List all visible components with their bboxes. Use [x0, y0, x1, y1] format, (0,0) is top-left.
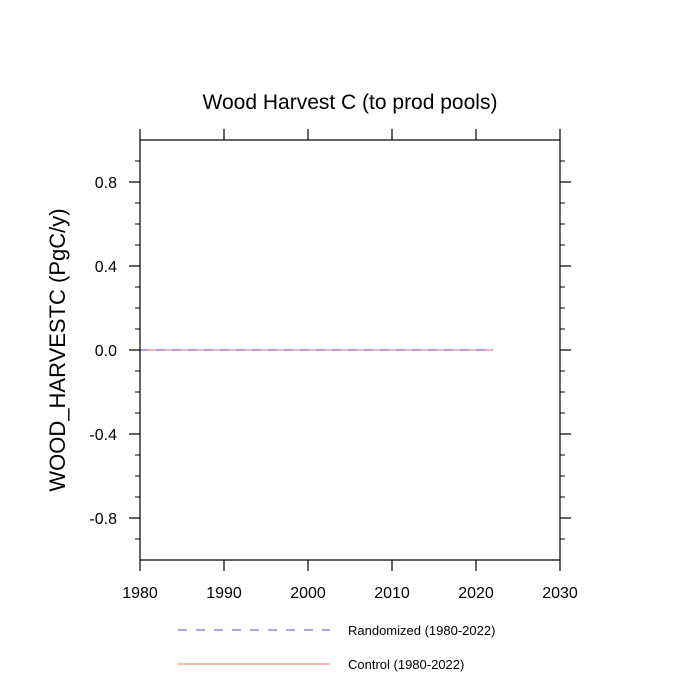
legend: Randomized (1980-2022) Control (1980-2022… — [178, 623, 495, 672]
y-tick-label: 0.4 — [95, 259, 117, 276]
x-tick-label: 2010 — [374, 585, 410, 602]
legend-label: Randomized (1980-2022) — [348, 623, 495, 638]
x-tick-label: 2030 — [542, 585, 578, 602]
x-tick-label: 2020 — [458, 585, 494, 602]
y-tick-label: -0.8 — [89, 511, 117, 528]
ticks-layer: 1980 1990 2000 2010 2020 2030 -0.8 -0.4 0.0 0.4 0.… — [89, 129, 578, 602]
x-tick-label: 1990 — [206, 585, 242, 602]
y-tick-label: 0.0 — [95, 343, 117, 360]
chart-title: Wood Harvest C (to prod pools) — [203, 91, 498, 114]
y-tick-label: -0.4 — [89, 427, 117, 444]
x-tick-label: 2000 — [290, 585, 326, 602]
y-tick-label: 0.8 — [95, 175, 117, 192]
y-axis-label: WOOD_HARVESTC (PgC/y) — [45, 208, 70, 491]
x-tick-label: 1980 — [122, 585, 158, 602]
legend-label: Control (1980-2022) — [348, 657, 464, 672]
